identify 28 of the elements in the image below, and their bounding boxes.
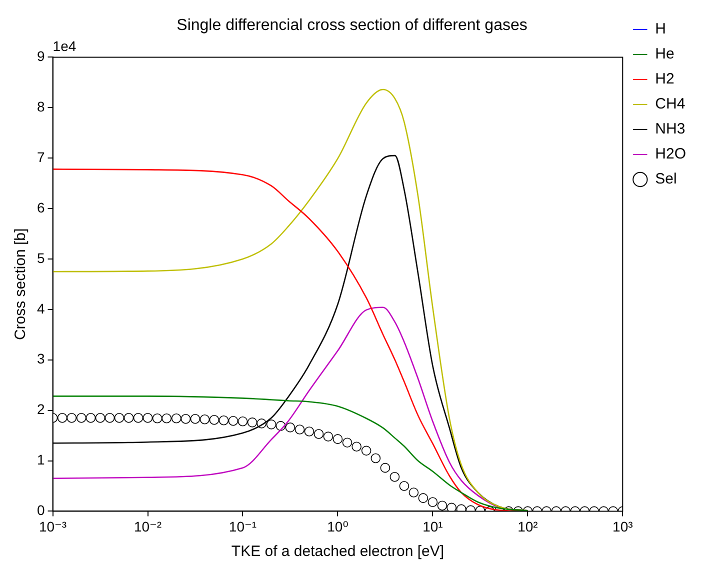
- x-tick-label: 10²: [518, 518, 538, 534]
- y-tick-label: 7: [36, 148, 45, 165]
- y-tick-label: 1: [36, 452, 45, 468]
- y-tick-label: 3: [36, 350, 45, 367]
- legend-label: CH4: [655, 96, 686, 113]
- y-tick-label: 4: [36, 300, 45, 316]
- y-tick-label: 2: [36, 401, 45, 418]
- y-tick-label: 8: [36, 98, 45, 115]
- legend-label: He: [655, 46, 674, 63]
- legend-label: H2: [655, 70, 674, 88]
- legend-label: Sel: [655, 170, 677, 188]
- text: 1e4: [52, 38, 76, 54]
- y-tick-label: 0: [36, 502, 45, 518]
- y-tick-label: 9: [36, 48, 45, 64]
- x-tick-label: 10¹: [422, 518, 444, 534]
- y-axis-title: Cross section [b]: [12, 228, 30, 340]
- x-tick-label: 10⁻³: [38, 518, 67, 534]
- legend-label: NH3: [655, 120, 686, 138]
- x-tick-label: 10⁻¹: [228, 518, 257, 534]
- x-tick-label: 10³: [612, 518, 634, 534]
- y-tick-label: 6: [36, 199, 45, 216]
- x-tick-label: 10⁻²: [134, 518, 162, 534]
- legend-label: H: [655, 20, 666, 38]
- y-tick-label: 5: [36, 250, 45, 266]
- chart-title: Single differencial cross section of different gases: [176, 17, 528, 34]
- x-tick-label: 10⁰: [327, 518, 349, 534]
- x-axis-title: TKE of a detached electron [eV]: [231, 543, 444, 560]
- legend-label: H2O: [655, 146, 686, 163]
